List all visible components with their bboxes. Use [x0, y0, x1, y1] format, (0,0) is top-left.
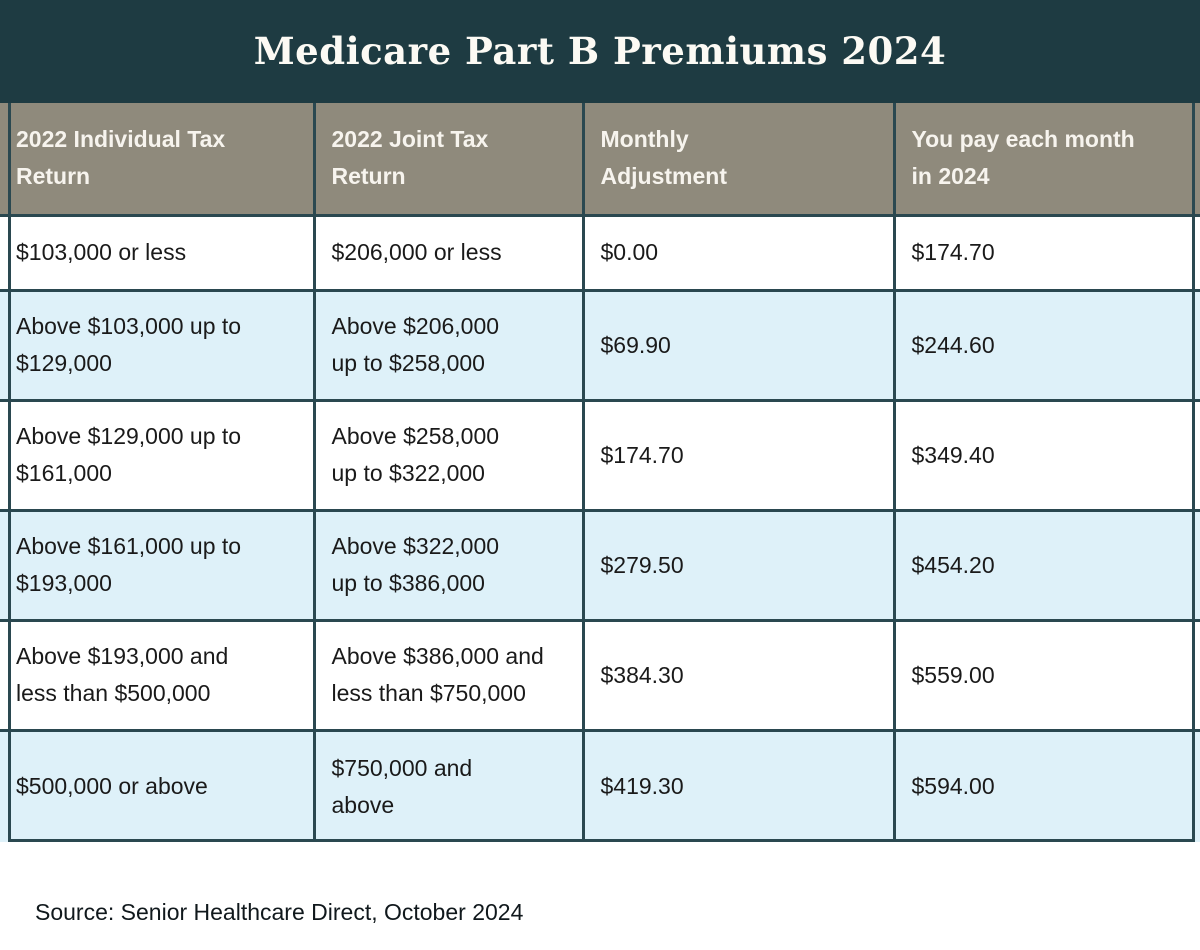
table-cell-joint: $750,000 and above	[314, 730, 585, 842]
table-cell-payment: $454.20	[894, 510, 1200, 622]
table-cell-joint: $206,000 or less	[314, 215, 585, 292]
table-cell-joint: Above $258,000 up to $322,000	[314, 400, 585, 512]
table-row: Above $193,000 and less than $500,000 Ab…	[0, 620, 1200, 732]
header-row: 2022 Individual Tax Return 2022 Joint Ta…	[0, 103, 1200, 217]
table-cell-individual: Above $129,000 up to $161,000	[0, 400, 316, 512]
column-header-monthly-payment: You pay each month in 2024	[894, 103, 1200, 217]
premiums-table: 2022 Individual Tax Return 2022 Joint Ta…	[0, 103, 1200, 842]
table-cell-joint: Above $206,000 up to $258,000	[314, 290, 585, 402]
table-cell-payment: $244.60	[894, 290, 1200, 402]
table-cell-joint: Above $386,000 and less than $750,000	[314, 620, 585, 732]
table-cell-adjustment: $174.70	[583, 400, 896, 512]
source-note: Source: Senior Healthcare Direct, Octobe…	[35, 899, 524, 925]
table-cell-payment: $349.40	[894, 400, 1200, 512]
table-cell-payment: $594.00	[894, 730, 1200, 842]
title-banner: Medicare Part B Premiums 2024	[0, 0, 1200, 103]
table-row: Above $161,000 up to $193,000 Above $322…	[0, 510, 1200, 622]
table-cell-individual: Above $193,000 and less than $500,000	[0, 620, 316, 732]
table-cell-adjustment: $384.30	[583, 620, 896, 732]
table-cell-payment: $174.70	[894, 215, 1200, 292]
table-cell-adjustment: $279.50	[583, 510, 896, 622]
table-cell-individual: $103,000 or less	[0, 215, 316, 292]
column-header-individual-tax: 2022 Individual Tax Return	[0, 103, 316, 217]
table-cell-individual: Above $103,000 up to $129,000	[0, 290, 316, 402]
premiums-table-wrap: 2022 Individual Tax Return 2022 Joint Ta…	[0, 103, 1200, 842]
table-cell-payment: $559.00	[894, 620, 1200, 732]
column-header-monthly-adjustment: Monthly Adjustment	[583, 103, 896, 217]
table-cell-joint: Above $322,000 up to $386,000	[314, 510, 585, 622]
table-row: Above $103,000 up to $129,000 Above $206…	[0, 290, 1200, 402]
table-cell-individual: Above $161,000 up to $193,000	[0, 510, 316, 622]
table-cell-adjustment: $0.00	[583, 215, 896, 292]
table-row: $500,000 or above $750,000 and above $41…	[0, 730, 1200, 842]
table-row: $103,000 or less $206,000 or less $0.00 …	[0, 215, 1200, 292]
table-row: Above $129,000 up to $161,000 Above $258…	[0, 400, 1200, 512]
table-cell-adjustment: $419.30	[583, 730, 896, 842]
column-header-joint-tax: 2022 Joint Tax Return	[314, 103, 585, 217]
table-cell-adjustment: $69.90	[583, 290, 896, 402]
table-cell-individual: $500,000 or above	[0, 730, 316, 842]
page-title: Medicare Part B Premiums 2024	[253, 29, 947, 73]
